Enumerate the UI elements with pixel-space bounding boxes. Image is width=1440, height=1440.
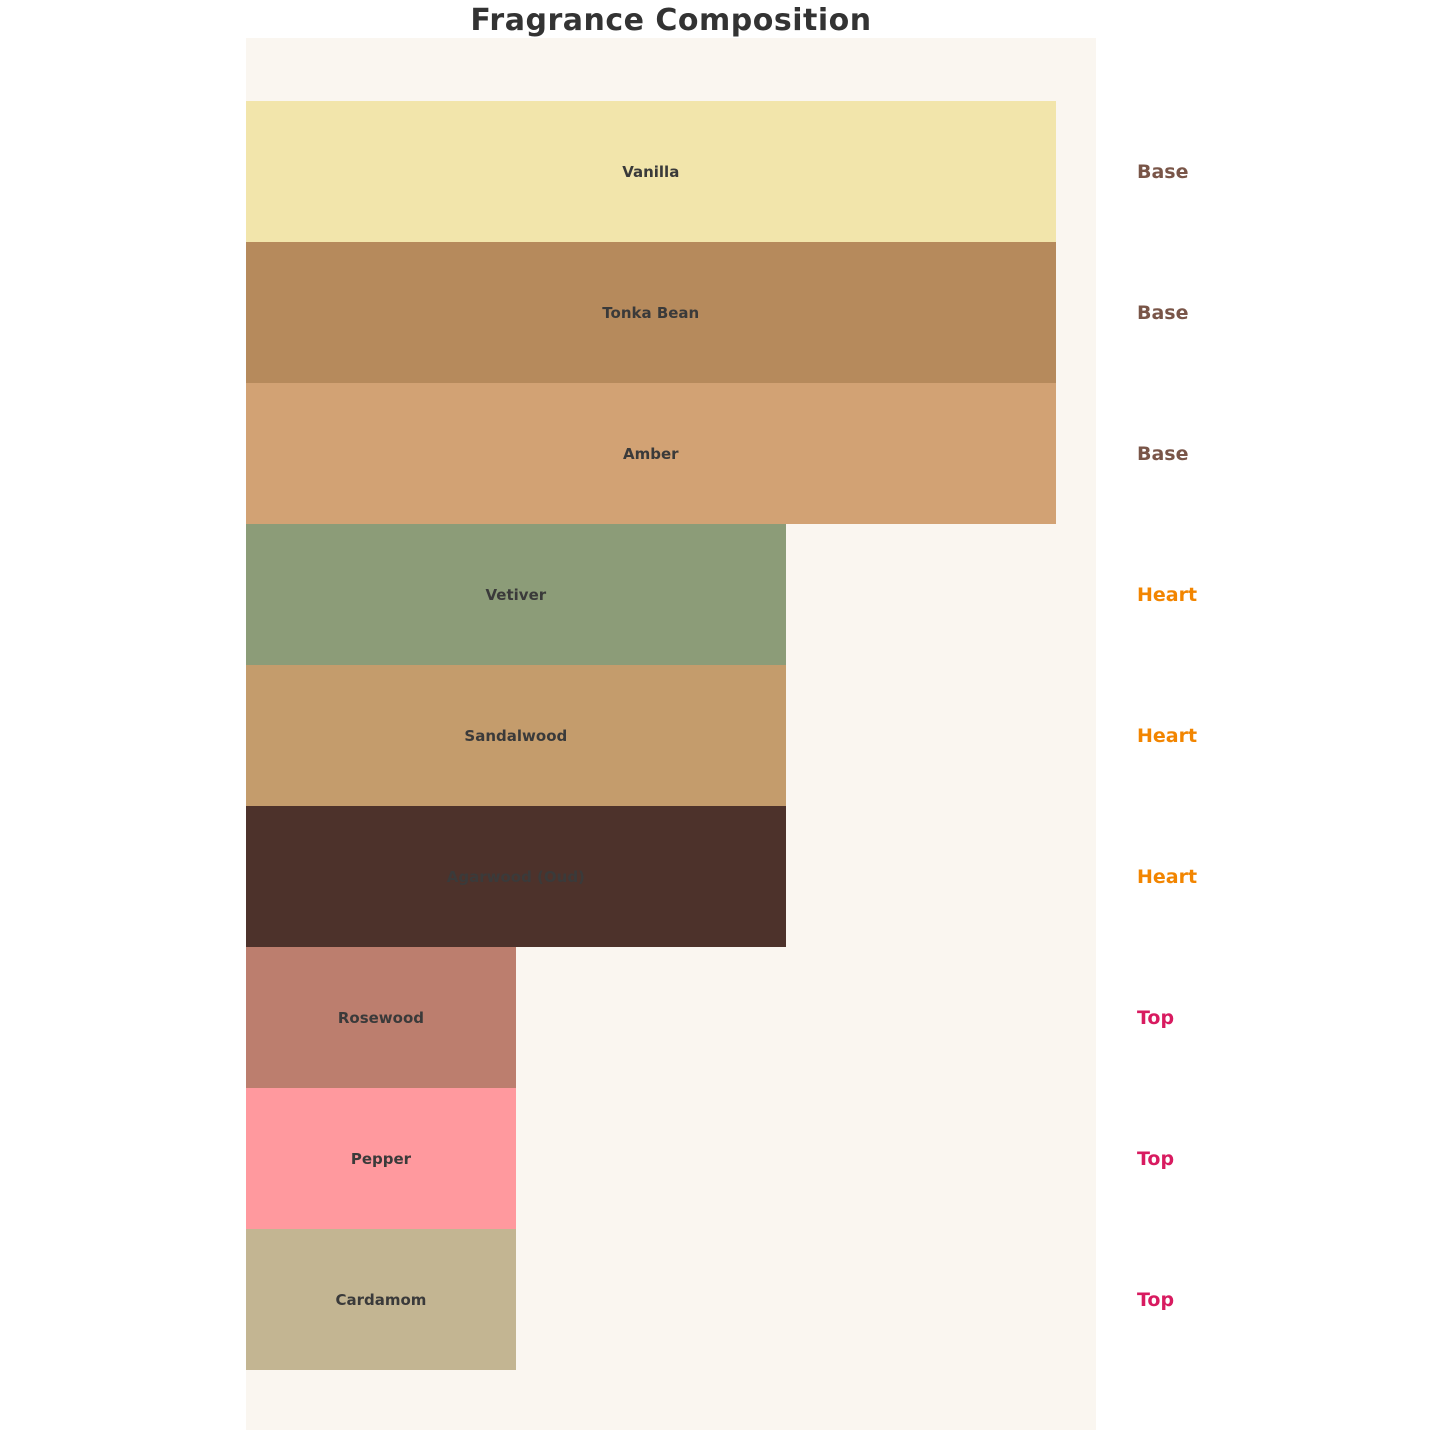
bar-cardamom: Cardamom — [246, 1229, 516, 1370]
group-label-heart-5: Heart — [1137, 724, 1198, 747]
group-label-heart-6: Heart — [1137, 865, 1198, 888]
bar-tonka-bean: Tonka Bean — [246, 242, 1056, 383]
group-label-top-9: Top — [1137, 1288, 1175, 1311]
bar-vetiver: Vetiver — [246, 524, 786, 665]
bar-vanilla: Vanilla — [246, 101, 1056, 242]
group-label-base-3: Base — [1137, 442, 1189, 465]
bar-label-pepper: Pepper — [350, 1149, 412, 1168]
group-label-top-8: Top — [1137, 1147, 1175, 1170]
chart-title: Fragrance Composition — [470, 3, 872, 38]
group-label-base-2: Base — [1137, 301, 1189, 324]
bar-agarwood-oud: Agarwood (Oud) — [246, 806, 786, 947]
bar-label-vanilla: Vanilla — [622, 162, 680, 181]
bar-amber: Amber — [246, 383, 1056, 524]
bar-pepper: Pepper — [246, 1088, 516, 1229]
bar-label-sandalwood: Sandalwood — [464, 726, 568, 745]
bar-label-amber: Amber — [622, 444, 679, 463]
bar-label-rosewood: Rosewood — [337, 1008, 425, 1027]
group-label-heart-4: Heart — [1137, 583, 1198, 606]
bar-label-tonka-bean: Tonka Bean — [602, 303, 700, 322]
bar-label-agarwood-oud: Agarwood (Oud) — [446, 867, 585, 886]
group-label-base-1: Base — [1137, 160, 1189, 183]
bar-label-cardamom: Cardamom — [335, 1290, 427, 1309]
group-label-column: Base Base Base Heart Heart Heart Top Top Top — [1137, 38, 1417, 1430]
bar-rosewood: Rosewood — [246, 947, 516, 1088]
bar-label-vetiver: Vetiver — [485, 585, 547, 604]
bar-sandalwood: Sandalwood — [246, 665, 786, 806]
plot-area: Vanilla Tonka Bean Amber Vetiver Sandalwood A… — [246, 38, 1096, 1430]
group-label-top-7: Top — [1137, 1006, 1175, 1029]
